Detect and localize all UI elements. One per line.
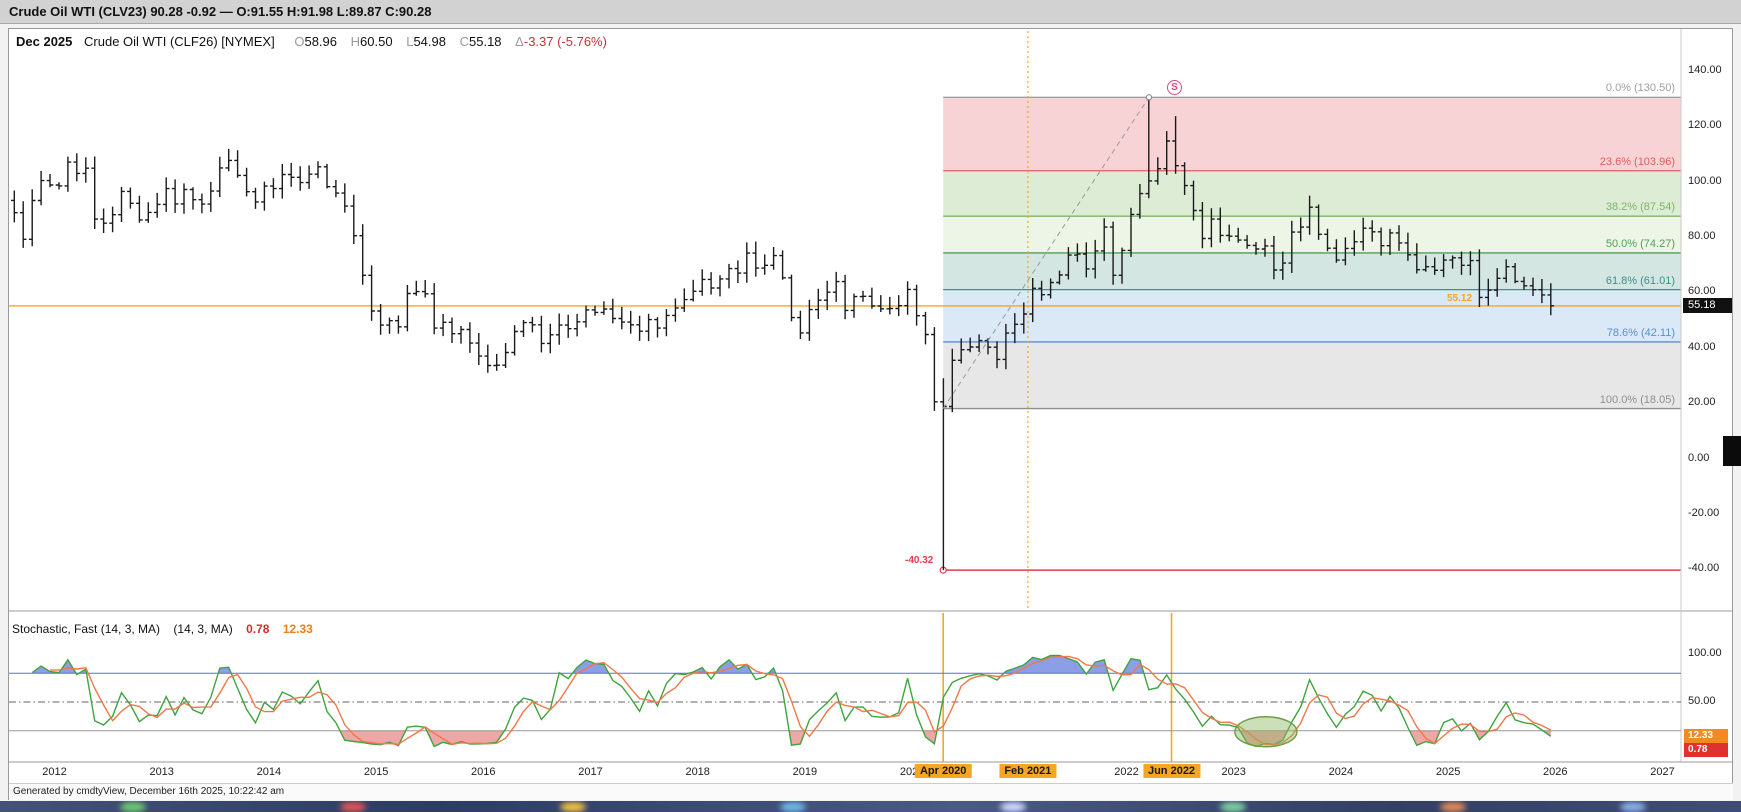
stoch-highlight-ellipse	[1234, 716, 1298, 748]
taskbar-blur-blob	[120, 802, 146, 812]
taskbar-blur-blob	[1220, 802, 1246, 812]
taskbar-blur-blob	[780, 802, 806, 812]
stoch-d-line	[50, 655, 1552, 746]
title-text: Crude Oil WTI (CLV23) 90.28 -0.92 — O:91…	[9, 4, 432, 19]
fib-zone	[943, 341, 1681, 409]
taskbar-blur-blob	[560, 802, 586, 812]
fib-zone	[943, 97, 1681, 171]
stoch-oversold-fill	[32, 730, 1551, 747]
fib-zone	[943, 170, 1681, 217]
fib-zone	[943, 289, 1681, 342]
fib-trend-line	[942, 97, 1150, 409]
taskbar-blur-blob	[1440, 802, 1466, 812]
taskbar-strip	[0, 801, 1741, 812]
axis-edge-marker[interactable]	[1723, 436, 1741, 466]
title-bar: Crude Oil WTI (CLV23) 90.28 -0.92 — O:91…	[0, 0, 1741, 24]
taskbar-blur-blob	[1620, 802, 1646, 812]
taskbar-blur-blob	[1000, 802, 1026, 812]
chart-panel	[8, 28, 1733, 800]
ohlc-bars	[11, 97, 1555, 571]
taskbar-blur-blob	[340, 802, 366, 812]
fib-zone	[943, 216, 1681, 253]
fib-high-anchor	[1145, 94, 1153, 101]
fib-zone	[943, 252, 1681, 290]
stoch-k-line	[31, 654, 1552, 748]
